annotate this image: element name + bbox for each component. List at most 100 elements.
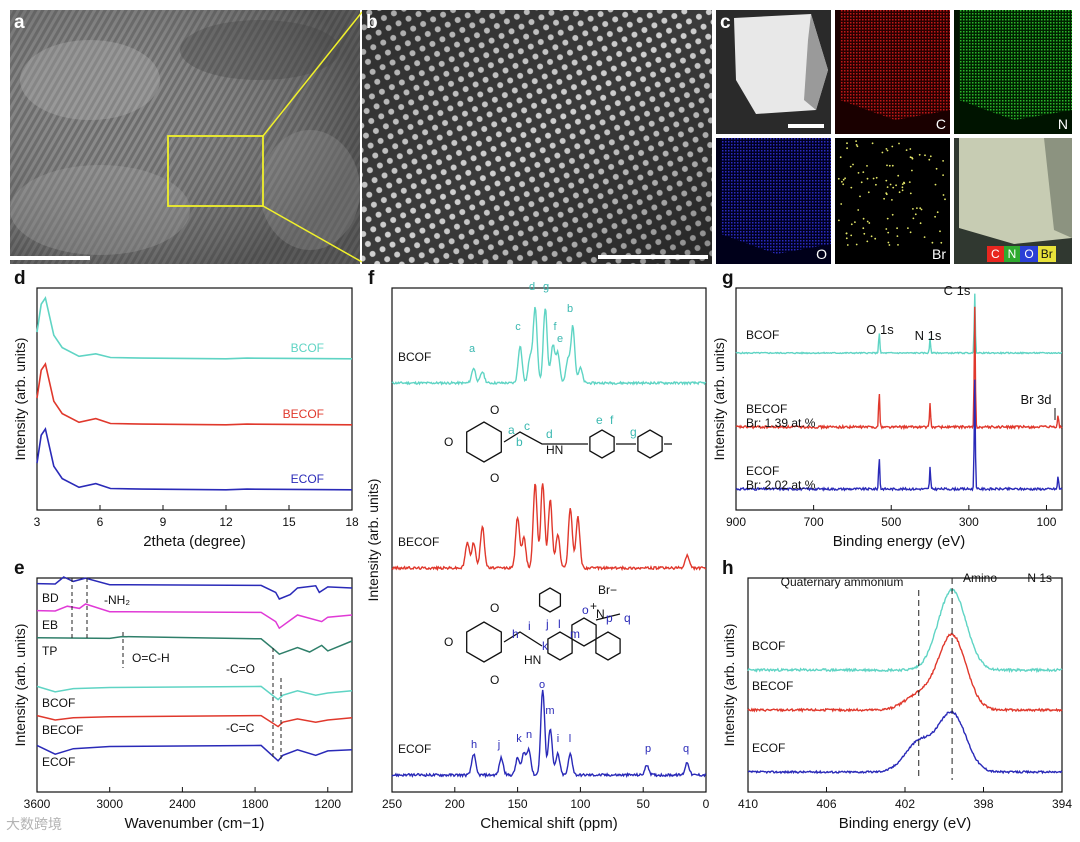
structure-atom-label: O [490, 601, 499, 615]
chart-e-label-tp: TP [42, 644, 57, 658]
chart-f-xtick-label: 250 [382, 797, 402, 811]
chart-f-xlabel: Chemical shift (ppm) [480, 815, 618, 832]
chart-h-xtick-label: 406 [816, 797, 836, 811]
structure-atom-label: g [630, 425, 637, 439]
panel-label-f: f [368, 268, 375, 289]
eds-legend-o: O [1020, 246, 1038, 262]
structure-atom-label: f [610, 413, 614, 427]
structure-atom-label: j [545, 617, 549, 631]
chart-f-xtick-label: 200 [445, 797, 465, 811]
structure-atom-label: p [606, 611, 613, 625]
structure-atom-label: O [444, 435, 453, 449]
structure-atom-label: e [596, 413, 603, 427]
chart-g-ylabel: Intensity (arb. units) [711, 338, 727, 461]
chart-h-xtick-label: 402 [895, 797, 915, 811]
structure-atom-label: N [596, 607, 605, 621]
chart-e-xtick-label: 3600 [24, 797, 51, 811]
chart-e-label-bcof: BCOF [42, 696, 75, 710]
panel-label-e: e [14, 558, 25, 579]
chart-d-xtick-label: 18 [345, 515, 359, 529]
chart-d-xtick-label: 15 [282, 515, 296, 529]
eds-label-oxygen: O [816, 246, 827, 262]
chart-h-label-ecof: ECOF [752, 741, 785, 755]
watermark: 大数跨境 [6, 817, 62, 833]
chart-e-label-ecof: ECOF [42, 755, 75, 769]
chart-e-label-bd: BD [42, 591, 59, 605]
chart-f-series-bcof [391, 306, 707, 386]
chart-e-label-becof: BECOF [42, 723, 83, 737]
structure-atom-label: k [542, 639, 549, 653]
structure-atom-label: l [558, 617, 561, 631]
chart-d-xtick-label: 12 [219, 515, 233, 529]
chart-h-xtick-label: 394 [1052, 797, 1072, 811]
chart-f-peak-label: k [516, 733, 522, 745]
chart-d-legend-bcof: BCOF [291, 341, 324, 355]
chart-h-title: N 1s [1027, 571, 1052, 585]
chart-f-series-ecof [391, 689, 707, 779]
chart-d-series-bcof [36, 296, 353, 360]
chart-e-series-tp [36, 635, 353, 656]
structure-atom-label: HN [524, 653, 541, 667]
chart-d-ylabel: Intensity (arb. units) [12, 338, 28, 461]
structure-atom-label: o [582, 603, 589, 617]
structure-atom-label: a [508, 423, 515, 437]
chart-e-frame [36, 577, 353, 793]
chart-f-peak-label: l [569, 733, 571, 745]
panel-a-tem-image: a [10, 10, 360, 264]
chart-f-xtick-label: 50 [637, 797, 651, 811]
chart-h-xlabel: Binding energy (eV) [839, 815, 972, 832]
chart-f-xtick-label: 100 [570, 797, 590, 811]
chart-e-xtick-label: 1200 [314, 797, 341, 811]
chart-g-xlabel: Binding energy (eV) [833, 533, 966, 550]
chart-h-series-bcof [747, 588, 1063, 674]
panel-label-g: g [722, 268, 734, 289]
structure-atom-label: q [624, 611, 631, 625]
chart-g-xtick-label: 500 [881, 515, 901, 529]
chart-f-peak-label: n [526, 729, 532, 741]
chemical-structure-bcof: O O O HN abc d e f g [444, 403, 672, 485]
chart-h-xtick-label: 410 [738, 797, 758, 811]
chart-f-peak-label: o [539, 679, 545, 691]
chart-e-xtick-label: 3000 [96, 797, 123, 811]
chart-d-series-becof [36, 362, 353, 426]
chart-g-series-ecof [735, 379, 1063, 492]
eds-tile-oxygen: O [716, 138, 831, 264]
chart-g-annotation-br3d: Br 3d [1020, 392, 1051, 407]
chart-e-xlabel: Wavenumber (cm−1) [125, 815, 265, 832]
eds-tile-haadf: c [716, 10, 831, 134]
structure-atom-label: Br− [598, 583, 617, 597]
chart-f-peak-label: g [543, 281, 549, 293]
chart-f-peak-label: m [545, 705, 554, 717]
chart-f-peak-label: b [567, 303, 573, 315]
chart-g-label-ecof: ECOF [746, 464, 779, 478]
chart-e-series-eb [36, 603, 353, 630]
chart-h-annotation-amino: Amino [963, 571, 997, 585]
chart-h-series-becof [747, 632, 1063, 713]
chart-d-legend-ecof: ECOF [291, 472, 324, 486]
chart-h-ylabel: Intensity (arb. units) [721, 624, 737, 747]
chart-g-annotation-n1s: N 1s [915, 328, 942, 343]
chart-g-xtick-label: 100 [1036, 515, 1056, 529]
chart-h-label-bcof: BCOF [752, 639, 785, 653]
panel-b-hrtem-image: b [362, 10, 712, 264]
chart-g-note-ecof: Br: 2.02 at.% [746, 478, 816, 492]
panel-label-a: a [14, 12, 25, 33]
panel-label-b: b [366, 12, 378, 33]
chart-f-peak-label: j [497, 739, 500, 751]
chart-g-xtick-label: 700 [804, 515, 824, 529]
chart-e-xtick-label: 1800 [242, 797, 269, 811]
structure-atom-label: O [444, 635, 453, 649]
chart-e-series-bcof [36, 685, 353, 701]
structure-atom-label: h [512, 627, 519, 641]
structure-atom-label: O [490, 471, 499, 485]
structure-atom-label: d [546, 427, 553, 441]
chart-f-xtick-label: 150 [508, 797, 528, 811]
chart-f-peak-label: c [515, 321, 521, 333]
panel-label-d: d [14, 268, 26, 289]
chart-h-label-becof: BECOF [752, 679, 793, 693]
chart-g-xtick-label: 900 [726, 515, 746, 529]
eds-legend-br: Br [1037, 246, 1056, 262]
chart-g-frame [735, 287, 1063, 511]
